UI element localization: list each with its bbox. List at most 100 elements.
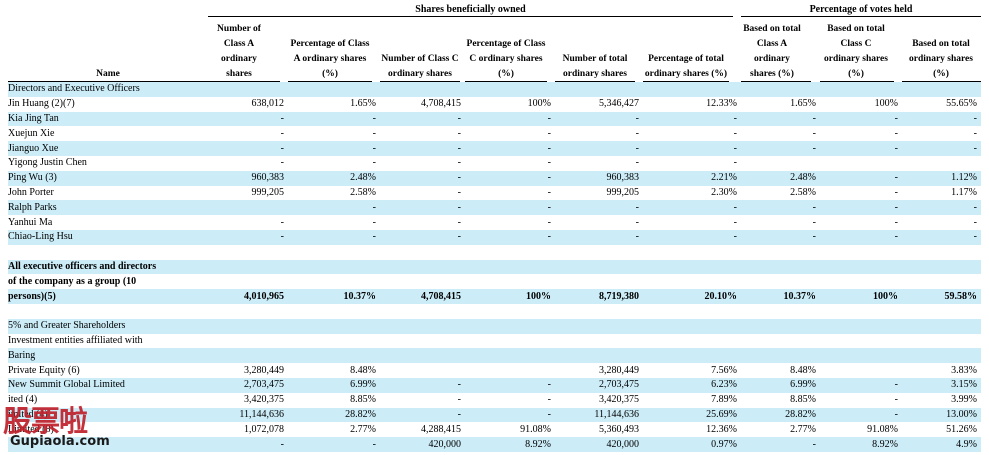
- value-cell: -: [555, 229, 643, 245]
- value-cell: -: [902, 111, 981, 127]
- value-cell: 100%: [820, 289, 902, 304]
- value-cell: -: [280, 216, 284, 228]
- table-row: Xuejun Xie - - - - - - - - -: [8, 126, 981, 141]
- header-votes-class-a: Based on total Class A ordinary shares (…: [743, 24, 801, 79]
- column-group-header: Shares beneficially owned Percentage of …: [0, 0, 989, 17]
- value-cell: 3.99%: [951, 394, 977, 406]
- value-cell: -: [643, 229, 741, 245]
- value-cell: [208, 82, 288, 97]
- value-cell: -: [380, 111, 465, 127]
- value-cell: -: [380, 141, 465, 156]
- value-cell: 55.65%: [946, 98, 977, 110]
- value-cell: [288, 259, 380, 275]
- value-cell: [741, 304, 820, 319]
- value-cell: [902, 318, 981, 334]
- value-cell: [555, 82, 643, 97]
- value-cell: [555, 318, 643, 334]
- value-cell: 2.77%: [350, 423, 376, 435]
- value-cell: [465, 348, 555, 364]
- value-cell: -: [902, 229, 981, 245]
- value-cell: 8,719,380: [555, 289, 643, 304]
- value-cell: [288, 318, 380, 334]
- value-cell: 8.85%: [350, 394, 376, 406]
- value-cell: [820, 304, 902, 319]
- value-cell: [820, 82, 902, 97]
- table-body: Directors and Executive Officers Jin Huan…: [8, 82, 981, 452]
- value-cell: 1.65%: [350, 98, 376, 110]
- value-cell: 638,012: [251, 98, 285, 110]
- value-cell: -: [380, 407, 465, 423]
- row-name-cell: of the company as a group (10: [8, 275, 137, 287]
- value-cell: 100%: [874, 98, 898, 110]
- value-cell: 4,708,415: [380, 289, 465, 304]
- header-total-shares: Number of total ordinary shares: [562, 54, 628, 79]
- value-cell: -: [555, 200, 643, 216]
- value-cell: -: [635, 127, 639, 139]
- value-cell: [288, 304, 380, 319]
- value-cell: 1.12%: [902, 170, 981, 186]
- value-cell: 8.48%: [350, 364, 376, 376]
- header-rule: [820, 81, 894, 82]
- value-cell: [643, 334, 741, 349]
- value-cell: -: [733, 157, 737, 169]
- value-cell: [465, 245, 555, 260]
- value-cell: 3,280,449: [244, 364, 284, 376]
- value-cell: 7.56%: [711, 364, 737, 376]
- value-cell: [741, 318, 820, 334]
- value-cell: [465, 363, 555, 378]
- value-cell: [465, 334, 555, 349]
- value-cell: 0.97%: [643, 437, 741, 452]
- value-cell: -: [372, 216, 376, 228]
- value-cell: [643, 304, 741, 319]
- row-name-cell: Yanhui Ma: [8, 216, 53, 228]
- value-cell: 4,708,415: [421, 98, 461, 110]
- value-cell: [643, 245, 741, 260]
- value-cell: -: [208, 141, 288, 156]
- value-cell: -: [812, 127, 816, 139]
- header-votes-class-c: Based on total Class C ordinary shares (…: [824, 24, 888, 79]
- value-cell: 59.58%: [902, 289, 981, 304]
- value-cell: 1.65%: [790, 98, 816, 110]
- header-rule: [902, 81, 981, 82]
- table-row: John Porter 999,205 2.58% - - 999,205 2.30% 2.5…: [8, 186, 981, 201]
- value-cell: [741, 245, 820, 260]
- table-row: Directors and Executive Officers: [8, 82, 981, 97]
- value-cell: [820, 318, 902, 334]
- header-rule: [741, 81, 811, 82]
- value-cell: -: [894, 394, 898, 406]
- value-cell: 6.23%: [643, 377, 741, 393]
- row-name-cell: 5% and Greater Shareholders: [8, 318, 208, 334]
- value-cell: [902, 82, 981, 97]
- value-cell: -: [555, 111, 643, 127]
- value-cell: -: [555, 141, 643, 156]
- table-row: persons)(5) 4,010,965 10.37% 4,708,415 100% 8…: [8, 289, 981, 304]
- value-cell: [643, 259, 741, 275]
- watermark-url: Gupiaola.com: [10, 434, 110, 449]
- value-cell: [741, 334, 820, 349]
- value-cell: 4,288,415: [421, 423, 461, 435]
- table-row: [8, 304, 981, 319]
- value-cell: -: [741, 229, 820, 245]
- value-cell: 960,383: [208, 170, 288, 186]
- value-cell: -: [643, 200, 741, 216]
- header-class-a-shares: Number of Class A ordinary shares: [217, 24, 261, 79]
- value-cell: [208, 200, 288, 216]
- value-cell: -: [457, 127, 461, 139]
- value-cell: 3,420,375: [599, 394, 639, 406]
- value-cell: 10.37%: [288, 289, 380, 304]
- value-cell: [380, 318, 465, 334]
- table-row: New Summit Global Limited 2,703,475 6.99% -…: [8, 377, 981, 393]
- row-name-cell: All executive officers and directors: [8, 259, 208, 275]
- row-name-cell: New Summit Global Limited: [8, 377, 208, 393]
- value-cell: [741, 156, 820, 171]
- row-name-cell: [8, 245, 208, 260]
- value-cell: -: [288, 141, 380, 156]
- table-row: ited (4) 3,420,375 8.85% - - 3,420,375 7.89% 8.…: [8, 393, 981, 408]
- value-cell: -: [894, 186, 898, 198]
- table-row: 5% and Greater Shareholders: [8, 318, 981, 334]
- value-cell: -: [208, 111, 288, 127]
- value-cell: [208, 334, 288, 349]
- value-cell: [820, 348, 902, 364]
- value-cell: [820, 274, 902, 289]
- value-cell: -: [635, 216, 639, 228]
